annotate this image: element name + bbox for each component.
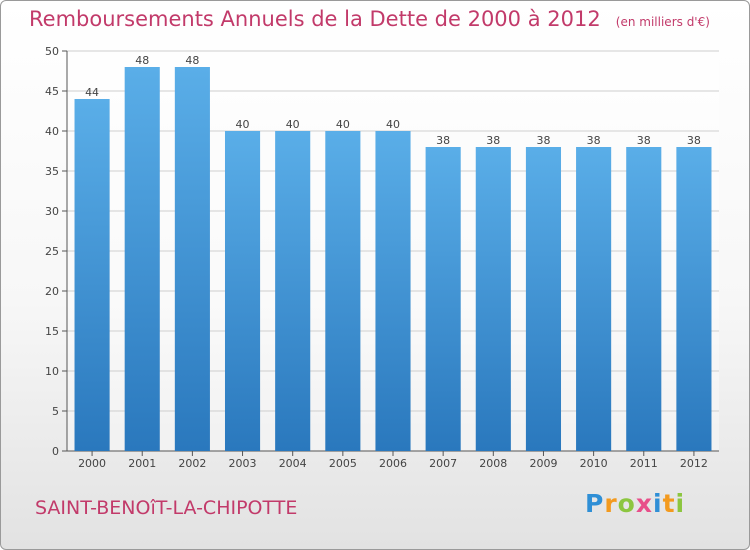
- y-tick-label: 0: [52, 445, 59, 458]
- y-tick-label: 10: [45, 365, 59, 378]
- x-tick-label: 2011: [630, 457, 658, 470]
- bar: [275, 131, 310, 451]
- bar-value-label: 38: [587, 134, 601, 147]
- bar: [426, 147, 461, 451]
- y-tick-label: 35: [45, 165, 59, 178]
- y-tick-label: 25: [45, 245, 59, 258]
- x-tick-label: 2007: [429, 457, 457, 470]
- bar-value-label: 38: [536, 134, 550, 147]
- y-tick-label: 45: [45, 85, 59, 98]
- logo-letter: r: [604, 489, 617, 518]
- y-tick-label: 30: [45, 205, 59, 218]
- bar: [225, 131, 260, 451]
- y-tick-label: 5: [52, 405, 59, 418]
- x-tick-label: 2003: [229, 457, 257, 470]
- x-tick-label: 2001: [128, 457, 156, 470]
- x-tick-label: 2009: [529, 457, 557, 470]
- bar-chart: 0 5 10 15 20 25 30 35 40 45 50 44 2000 48 2001 48 2002 40…: [1, 1, 750, 550]
- y-tick-label: 15: [45, 325, 59, 338]
- bar-value-label: 40: [336, 118, 350, 131]
- bar-value-label: 48: [135, 54, 149, 67]
- bar-value-label: 40: [236, 118, 250, 131]
- logo-letter: x: [636, 489, 653, 518]
- y-tick-label: 50: [45, 45, 59, 58]
- logo-letter: t: [663, 489, 676, 518]
- x-tick-label: 2005: [329, 457, 357, 470]
- y-tick-label: 20: [45, 285, 59, 298]
- bar: [75, 99, 110, 451]
- bar-value-label: 40: [286, 118, 300, 131]
- x-tick-label: 2000: [78, 457, 106, 470]
- chart-frame: Remboursements Annuels de la Dette de 20…: [0, 0, 750, 550]
- bar-value-label: 38: [637, 134, 651, 147]
- bar: [626, 147, 661, 451]
- bar: [676, 147, 711, 451]
- bar: [476, 147, 511, 451]
- bar: [375, 131, 410, 451]
- bar-value-label: 38: [436, 134, 450, 147]
- bar: [576, 147, 611, 451]
- x-tick-label: 2010: [580, 457, 608, 470]
- bar: [325, 131, 360, 451]
- bar-value-label: 48: [185, 54, 199, 67]
- logo-letter: P: [585, 489, 604, 518]
- x-tick-label: 2004: [279, 457, 307, 470]
- logo-letter: i: [676, 489, 686, 518]
- x-tick-label: 2002: [178, 457, 206, 470]
- commune-name: SAINT-BENOîT-LA-CHIPOTTE: [35, 497, 297, 519]
- logo-letter: i: [653, 489, 663, 518]
- logo-letter: o: [618, 489, 636, 518]
- bar: [125, 67, 160, 451]
- bar: [526, 147, 561, 451]
- bar-value-label: 44: [85, 86, 99, 99]
- bar-value-label: 38: [486, 134, 500, 147]
- x-tick-label: 2008: [479, 457, 507, 470]
- bar-value-label: 38: [687, 134, 701, 147]
- bar-value-label: 40: [386, 118, 400, 131]
- x-tick-label: 2006: [379, 457, 407, 470]
- proxiti-logo: Proxiti: [585, 489, 685, 518]
- bar: [175, 67, 210, 451]
- x-tick-label: 2012: [680, 457, 708, 470]
- y-tick-label: 40: [45, 125, 59, 138]
